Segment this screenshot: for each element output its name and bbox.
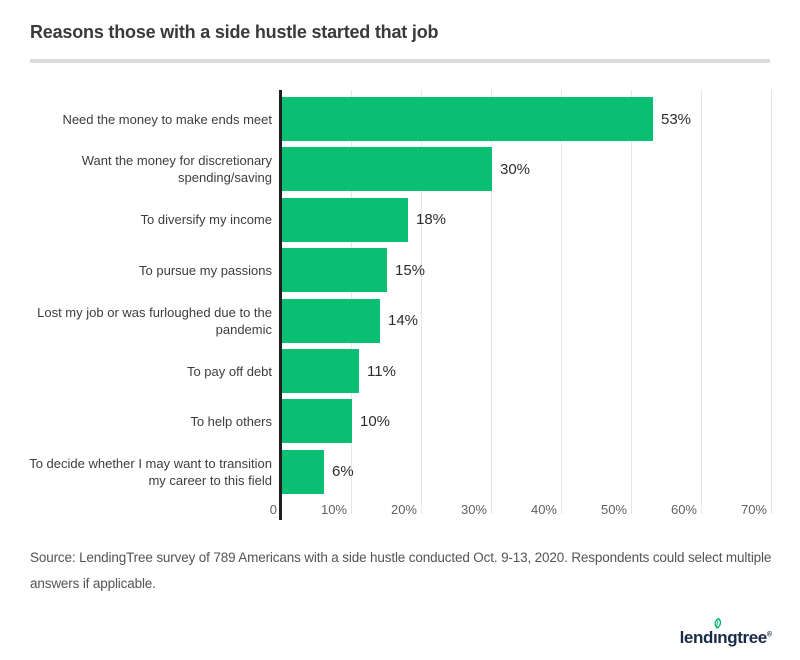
category-label: Need the money to make ends meet xyxy=(62,111,272,127)
bar-value-label: 10% xyxy=(360,412,391,430)
bar xyxy=(282,399,352,444)
chart-title: Reasons those with a side hustle started… xyxy=(30,22,439,42)
x-tick-20%: 20% xyxy=(390,502,417,517)
registered-mark: ® xyxy=(766,631,772,639)
x-tick-30%: 30% xyxy=(460,502,487,517)
bar-value-label: 11% xyxy=(367,362,396,380)
category-label: To decide whether I may want to transiti… xyxy=(29,455,272,488)
title-divider xyxy=(30,59,770,63)
bar-value-label: 6% xyxy=(332,463,354,481)
bar-value-label: 14% xyxy=(388,312,419,330)
category-label: Lost my job or was furloughed due to the… xyxy=(37,304,272,337)
bar-chart: 0 10% 20% 30% 40% 50% 60% 70% Need the money to … xyxy=(0,90,800,530)
bar-value-label: 15% xyxy=(395,261,426,279)
category-label: To pursue my passions xyxy=(139,262,272,278)
bar xyxy=(282,449,324,494)
x-tick-50%: 50% xyxy=(600,502,627,517)
bar-value-label: 30% xyxy=(500,160,531,178)
gridline-30% xyxy=(491,90,492,514)
bar-value-label: 18% xyxy=(416,211,447,229)
logo-dotless-i: ı xyxy=(712,628,718,647)
leaf-icon xyxy=(714,617,722,629)
gridline-70% xyxy=(771,90,772,514)
bar xyxy=(282,147,492,192)
bar xyxy=(282,298,380,343)
source-note: Source: LendingTree survey of 789 Americ… xyxy=(30,550,772,591)
leaf-midrib xyxy=(716,620,719,628)
category-label: To pay off debt xyxy=(186,363,272,379)
bar xyxy=(282,197,408,242)
gridline-60% xyxy=(701,90,702,514)
x-tick-70%: 70% xyxy=(740,502,767,517)
gridline-20% xyxy=(421,90,422,514)
leaf-outline xyxy=(714,617,722,629)
lendingtree-logo: lendı ngtree® xyxy=(679,617,772,648)
x-tick-0: 0 xyxy=(269,502,277,517)
logo-text-pre: lend xyxy=(679,628,714,647)
y-axis-line xyxy=(279,90,282,520)
bar xyxy=(282,349,359,393)
logo-letter-i: ı xyxy=(712,617,722,648)
bar xyxy=(282,248,387,293)
gridline-50% xyxy=(631,90,632,514)
x-tick-10%: 10% xyxy=(320,502,347,517)
category-label: Want the money for discretionary spendin… xyxy=(81,153,272,186)
bar xyxy=(282,97,653,141)
logo-text-post: ngtree xyxy=(717,628,767,647)
x-tick-60%: 60% xyxy=(670,502,697,517)
gridline-40% xyxy=(561,90,562,514)
category-label: To help others xyxy=(190,413,272,429)
x-tick-40%: 40% xyxy=(530,502,557,517)
category-label: To diversify my income xyxy=(140,212,272,228)
bar-value-label: 53% xyxy=(661,110,692,128)
